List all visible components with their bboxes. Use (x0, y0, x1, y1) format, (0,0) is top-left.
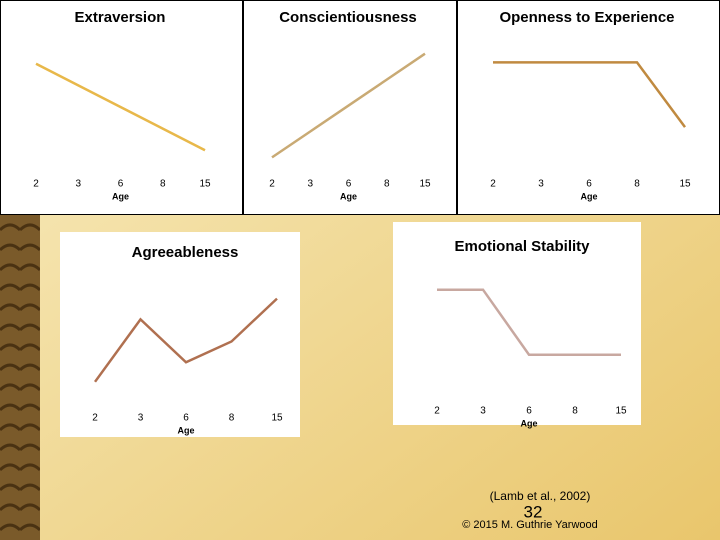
chart-title: Emotional Stability (454, 238, 590, 255)
copyright: © 2015 M. Guthrie Yarwood (462, 519, 598, 531)
data-line (271, 52, 426, 159)
x-axis-label: Age (177, 425, 194, 435)
x-tick-label: 15 (679, 179, 691, 190)
data-line (35, 62, 206, 152)
x-tick-label: 15 (271, 413, 283, 424)
x-tick-label: 3 (480, 406, 486, 417)
x-tick-label: 2 (490, 179, 496, 190)
slide-number: 32 (524, 502, 543, 521)
x-tick-label: 2 (92, 413, 98, 424)
x-tick-label: 8 (229, 413, 235, 424)
x-tick-label: 3 (75, 179, 81, 190)
chart-title: Extraversion (75, 9, 166, 26)
x-tick-label: 3 (138, 413, 144, 424)
citation: (Lamb et al., 2002) (490, 489, 591, 503)
x-tick-label: 15 (199, 179, 211, 190)
panel (457, 0, 720, 215)
x-tick-label: 8 (384, 179, 390, 190)
x-tick-label: 2 (434, 406, 440, 417)
chart-title: Conscientiousness (279, 9, 417, 26)
x-tick-label: 6 (183, 413, 189, 424)
x-axis-label: Age (112, 191, 129, 201)
chart-title: Agreeableness (132, 244, 239, 261)
panel (60, 232, 300, 437)
x-tick-label: 2 (269, 179, 275, 190)
panel (243, 0, 457, 215)
texture-strip (0, 215, 40, 540)
x-tick-label: 3 (307, 179, 313, 190)
x-axis-label: Age (340, 191, 357, 201)
x-tick-label: 6 (118, 179, 124, 190)
data-line (437, 288, 621, 356)
data-line (493, 61, 687, 128)
x-tick-label: 15 (419, 179, 431, 190)
panel (393, 222, 641, 425)
x-tick-label: 6 (526, 406, 532, 417)
x-axis-label: Age (520, 418, 537, 428)
x-axis-label: Age (580, 191, 597, 201)
data-line (93, 297, 278, 383)
x-tick-label: 6 (586, 179, 592, 190)
x-tick-label: 8 (160, 179, 166, 190)
x-tick-label: 8 (572, 406, 578, 417)
x-tick-label: 3 (538, 179, 544, 190)
x-tick-label: 8 (634, 179, 640, 190)
chart-title: Openness to Experience (499, 9, 674, 26)
x-tick-label: 15 (615, 406, 627, 417)
x-tick-label: 2 (33, 179, 39, 190)
x-tick-label: 6 (346, 179, 352, 190)
